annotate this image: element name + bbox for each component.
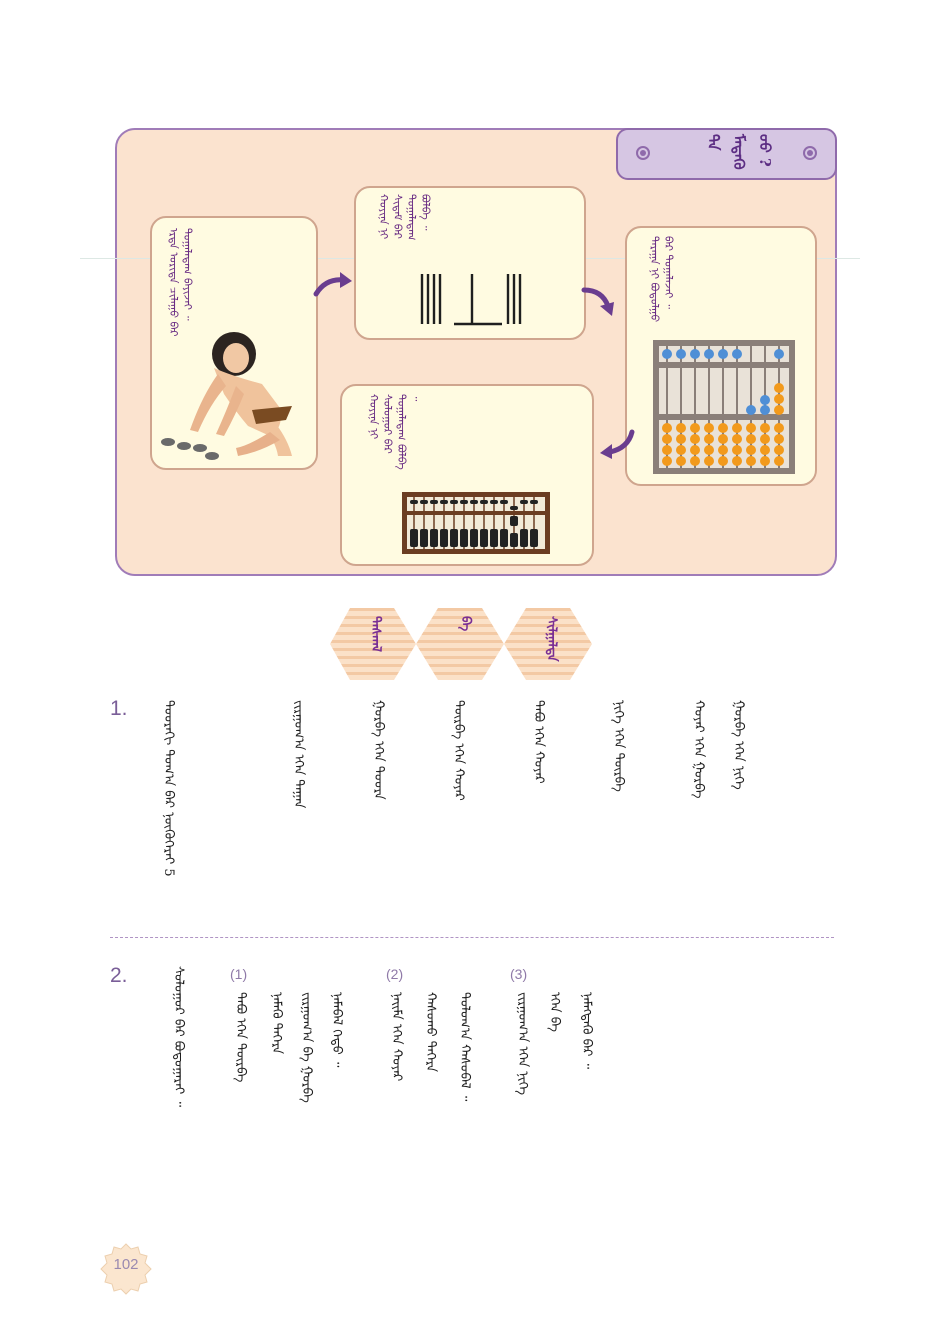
card-counting-board: ᠳᠠᠷᠠᠭᠠ ᠨᠢ ᠪᠣᠳᠣᠯᠭᠤ ᠪᠠᠷ ᠲᠣᠭᠠᠯᠠᠵᠠᠢ ᠃ xyxy=(625,226,817,486)
section-label: ᠳᠠᠰᠬᠠᠯ xyxy=(368,616,383,653)
exercise-1-text: ᠨᠢᠭᠡ ᠡᠭᠡᠨ ᠳᠥᠷᠪᠡ xyxy=(611,700,626,792)
stone-counting-illustration xyxy=(161,332,292,460)
exercise-1-text: ᠵᠢᠷᠭᠤᠭ᠎ᠠ ᠡᠭᠡᠨ ᠳᠠᠭᠠᠨ xyxy=(291,700,306,809)
exercise-2-text: ᠬᠠᠰᠤᠬᠤ ᠳᠡᠭᠡᠷᠡ xyxy=(423,992,438,1073)
exercise-2-text: ᠲᠠᠪᠤ ᠡᠭᠡᠨ ᠳᠥᠷᠪᠡ xyxy=(233,992,248,1083)
exercise-2-text: ᠨᠡᠮᠡᠪᠡᠯ ᠬᠡᠳᠦ ᠃ xyxy=(329,992,344,1068)
arrow-right-icon xyxy=(313,272,352,297)
card-stones: ᠡᠷᠲᠡ ᠤᠷᠢᠳᠠ ᠴᠢᠯᠠᠭᠤ ᠪᠠᠷ ᠲᠣᠭᠠᠯᠠᠳᠠᠭ ᠪᠠᠶᠢᠵᠠᠢ … xyxy=(150,216,318,470)
hexagon-icon xyxy=(330,608,592,680)
card-text: ᠳᠠᠷᠠᠭᠠ ᠨᠢ ᠪᠣᠳᠣᠯᠭᠤ ᠪᠠᠷ ᠲᠣᠭᠠᠯᠠᠵᠠᠢ ᠃ xyxy=(648,236,675,323)
banner-title: ᠲᠠ ᠮᠡᠳᠡᠬᠦ ᠦᠦ ? xyxy=(704,134,774,170)
section-header: ᠳᠠᠰᠬᠠᠯ ᠪᠠ ᠰᠢᠯᠭᠠᠯᠲᠠ xyxy=(330,608,600,680)
sub-question-label: (1) xyxy=(230,966,248,982)
sub-question-label: (3) xyxy=(510,966,528,982)
section-label: ᠪᠠ xyxy=(458,616,473,632)
exercise-2-text: ᠡᠭᠡᠨ ᠪᠠ xyxy=(547,992,562,1032)
exercise-1-text: ᠭᠤᠷᠪᠠ ᠡᠭᠡᠨ ᠨᠢᠭᠡ xyxy=(731,700,746,790)
exercise-1-text: ᠬᠣᠶᠠᠷ ᠡᠭᠡᠨ ᠭᠤᠷᠪᠠ xyxy=(691,700,706,799)
exercise-1-text: ᠭᠤᠷᠪᠠ ᠡᠭᠡᠨ ᠳᠣᠣᠷᠠ xyxy=(371,700,386,800)
sub-question-label: (2) xyxy=(386,966,404,982)
exercise-1-text: ᠳᠥᠷᠪᠡ ᠡᠭᠡᠨ ᠬᠣᠶᠠᠷ xyxy=(451,700,466,801)
card-text: ᠬᠣᠶᠢᠨᠠ ᠨᠢ ᠰᠣᠯᠣᠭᠤᠷ ᠪᠠᠷ ᠲᠣᠭᠠᠯᠠᠳᠠᠭ ᠪᠣᠯᠪᠠ ᠃ xyxy=(367,394,422,470)
card-text: ᠡᠷᠲᠡ ᠤᠷᠢᠳᠠ ᠴᠢᠯᠠᠭᠤ ᠪᠠᠷ ᠲᠣᠭᠠᠯᠠᠳᠠᠭ ᠪᠠᠶᠢᠵᠠᠢ … xyxy=(167,228,194,337)
question-number: 1. xyxy=(110,697,128,720)
card-abacus: ᠬᠣᠶᠢᠨᠠ ᠨᠢ ᠰᠣᠯᠣᠭᠤᠷ ᠪᠠᠷ ᠲᠣᠭᠠᠯᠠᠳᠠᠭ ᠪᠣᠯᠪᠠ ᠃ xyxy=(340,384,594,566)
exercise-2-text: ᠵᠢᠷᠭᠤᠭ᠎ᠠ ᠡᠭᠡᠨ ᠨᠢᠭᠡ xyxy=(515,992,530,1095)
page-number: 102 xyxy=(113,1256,139,1273)
section-label: ᠰᠢᠯᠭᠠᠯᠲᠠ xyxy=(544,616,559,662)
exercise-2-text: ᠵᠢᠷᠭᠤᠭ᠎ᠠ ᠪᠠ ᠭᠤᠷᠪᠠ xyxy=(299,992,314,1103)
section-divider xyxy=(110,937,834,938)
did-you-know-banner: ᠲᠠ ᠮᠡᠳᠡᠬᠦ ᠦᠦ ? xyxy=(616,128,837,180)
exercise-2-text: ᠳᠣᠯᠣᠭ᠎ᠠ ᠬᠠᠰᠤᠪᠠᠯ ᠃ xyxy=(457,992,472,1102)
abacus-illustration xyxy=(402,492,550,554)
ring-icon xyxy=(803,146,817,160)
counting-board-illustration xyxy=(653,340,795,474)
exercise-1-text: ᠳᠣᠣᠷᠠᠬᠢ ᠲᠣᠭ᠎ᠠ ᠪᠠᠷ ᠨᠥᠬᠦᠭᠡᠷᠡᠢ 5 xyxy=(161,700,176,877)
arrow-left-icon xyxy=(600,429,635,459)
exercise-2-intro: ᠰᠣᠯᠣᠭᠤᠷ ᠪᠠᠷ ᠪᠣᠳᠤᠭᠠᠷᠠᠢ ᠃ xyxy=(171,966,186,1107)
card-tally-sticks: ᠬᠣᠶᠢᠨᠠ ᠨᠢ ᠰᠢᠳᠠᠮ ᠪᠠᠷ ᠲᠣᠭᠠᠯᠠᠳᠠᠭ ᠪᠣᠯᠪᠠ ᠃ xyxy=(354,186,586,340)
exercise-2-text: ᠨᠡᠮᠡᠭᠳᠡᠬᠦ ᠪᠠᠷ ᠃ xyxy=(579,992,594,1070)
question-number: 2. xyxy=(110,964,128,987)
exercise-1-text: ᠲᠠᠪᠤ ᠡᠭᠡᠨ ᠬᠣᠶᠠᠷ xyxy=(531,700,546,784)
page-badge-icon xyxy=(100,1243,152,1295)
exercise-2-text: ᠨᠠᠢᠮᠠ ᠡᠭᠡᠨ ᠬᠣᠶᠠᠷ xyxy=(389,992,404,1082)
ring-icon xyxy=(636,146,650,160)
arrow-down-icon xyxy=(581,287,614,316)
tally-sticks-illustration xyxy=(420,274,522,326)
card-text: ᠬᠣᠶᠢᠨᠠ ᠨᠢ ᠰᠢᠳᠠᠮ ᠪᠠᠷ ᠲᠣᠭᠠᠯᠠᠳᠠᠭ ᠪᠣᠯᠪᠠ ᠃ xyxy=(377,194,432,241)
exercise-2-text: ᠨᠡᠮᠡᠬᠦ ᠳᠡᠭᠡᠷᠡ xyxy=(269,992,284,1055)
